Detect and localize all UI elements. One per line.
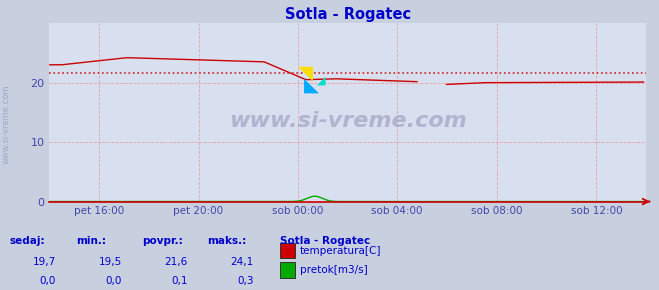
Text: pretok[m3/s]: pretok[m3/s] [300,265,368,275]
Text: www.si-vreme.com: www.si-vreme.com [2,85,11,164]
Text: www.si-vreme.com: www.si-vreme.com [229,111,467,131]
Text: 0,0: 0,0 [40,276,56,286]
Text: 0,0: 0,0 [105,276,122,286]
Text: ◣: ◣ [304,76,320,95]
Text: 19,5: 19,5 [99,257,122,267]
Text: Sotla - Rogatec: Sotla - Rogatec [280,236,370,246]
Text: povpr.:: povpr.: [142,236,183,246]
Text: temperatura[C]: temperatura[C] [300,246,382,256]
Text: min.:: min.: [76,236,106,246]
Text: ◥: ◥ [299,64,314,83]
Title: Sotla - Rogatec: Sotla - Rogatec [285,7,411,22]
Text: 19,7: 19,7 [33,257,56,267]
Text: sedaj:: sedaj: [10,236,45,246]
Text: maks.:: maks.: [208,236,247,246]
Text: 0,1: 0,1 [171,276,188,286]
Text: 0,3: 0,3 [237,276,254,286]
Text: 24,1: 24,1 [231,257,254,267]
Text: ◢: ◢ [316,75,325,85]
Text: 21,6: 21,6 [165,257,188,267]
